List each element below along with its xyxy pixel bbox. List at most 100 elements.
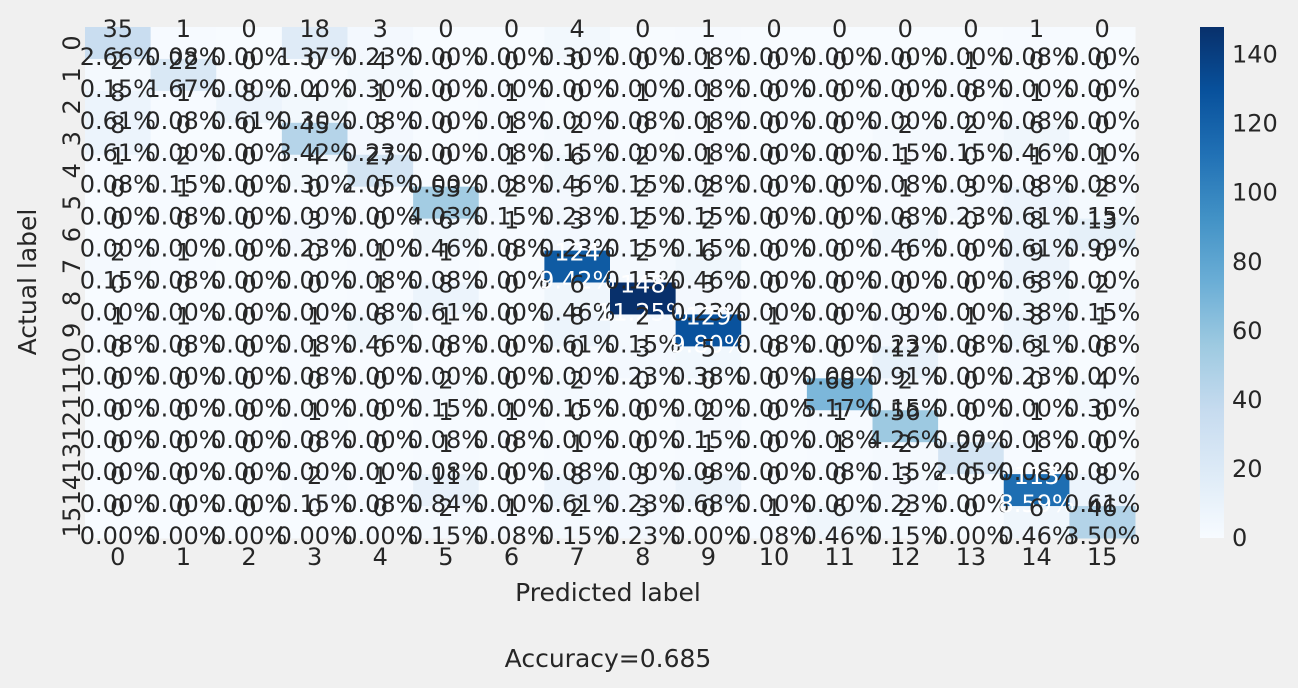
cell-count-label: 0 [1095,334,1110,362]
cell-percent-label: 0.00% [605,394,681,422]
heatmap-cell [347,410,414,443]
cell-percent-label: 0.46% [342,330,418,358]
cell-percent-label: 0.08% [145,330,221,358]
cell-count-label: 1 [701,47,716,75]
heatmap-cell [741,442,808,475]
cell-percent-label: 0.00% [1064,139,1140,167]
cell-percent-label: 0.00% [408,171,484,199]
cell-count-label: 3 [898,462,913,490]
cell-count-label: 1 [1029,15,1044,43]
cell-count-label: 0 [373,175,388,203]
heatmap-cell [216,442,283,475]
cell-percent-label: 0.00% [802,75,878,103]
cell-count-label: 0 [898,79,913,107]
x-tick-label: 14 [1021,543,1052,571]
heatmap-cell [216,250,283,283]
cell-count-label: 1 [373,239,388,267]
cell-percent-label: 0.15% [277,490,353,518]
cell-count-label: 0 [241,430,256,458]
cell-count-label: 0 [635,47,650,75]
heatmap-cell [478,346,545,379]
heatmap-cell [478,314,545,347]
cell-percent-label: 0.30% [277,107,353,135]
cell-percent-label: 0.30% [539,43,615,71]
heatmap-cell [1003,58,1070,92]
cell-percent-label: 0.00% [867,298,943,326]
heatmap-cell [741,378,808,411]
heatmap-cell [872,378,939,411]
heatmap-cell [216,410,283,443]
cell-percent-label: 9.80% [670,330,746,358]
cell-percent-label: 0.08% [408,267,484,295]
cell-count-label: 1 [1029,79,1044,107]
heatmap-cell [938,442,1005,475]
cell-count-label: 0 [832,239,847,267]
cell-percent-label: 0.08% [998,426,1074,454]
cell-percent-label: 0.00% [933,426,1009,454]
cell-percent-label: 0.15% [605,203,681,231]
cell-percent-label: 0.23% [867,490,943,518]
heatmap-cell [1069,90,1136,124]
cell-percent-label: 0.08% [473,235,549,263]
cell-count-label: 0 [570,398,585,426]
cell-percent-label: 0.91% [867,362,943,390]
heatmap-cell [478,218,545,252]
x-tick-label: 7 [570,543,585,571]
heatmap-cell [1003,442,1070,475]
cell-count-label: 0 [832,47,847,75]
cell-count-label: 8 [1095,462,1110,490]
cell-percent-label: 0.00% [867,75,943,103]
cell-count-label: 0 [963,494,978,522]
cell-percent-label: 0.08% [80,171,156,199]
cell-percent-label: 0.00% [736,490,812,518]
heatmap-cell [938,27,1005,60]
cell-count-label: 1 [701,15,716,43]
heatmap-cell [806,474,873,507]
cell-percent-label: 0.08% [473,139,549,167]
heatmap-cell [150,314,217,347]
heatmap-cell [413,442,480,475]
heatmap-cell [150,186,217,220]
heatmap-cell [544,346,611,379]
cell-percent-label: 0.00% [145,426,221,454]
cell-percent-label: 0.00% [473,43,549,71]
heatmap-cell [938,250,1005,283]
cell-percent-label: 0.15% [867,522,943,550]
heatmap-cell [281,442,348,475]
cell-count-label: 6 [898,207,913,235]
cell-count-label: 8 [241,79,256,107]
heatmap-cell [281,154,348,188]
heatmap-cell [1003,474,1070,507]
cell-count-label: 0 [832,15,847,43]
cell-count-label: 0 [307,47,322,75]
cell-percent-label: 0.08% [473,107,549,135]
heatmap-cell [478,442,545,475]
cell-count-label: 1 [701,143,716,171]
heatmap-cell [281,250,348,283]
cell-count-label: 0 [963,366,978,394]
heatmap-cell [1069,282,1136,315]
cell-percent-label: 0.00% [80,203,156,231]
y-tick-label: 8 [58,291,86,306]
cell-count-label: 0 [1095,47,1110,75]
cell-count-label: 4 [373,47,388,75]
cell-count-label: 0 [1095,398,1110,426]
heatmap-cell [544,27,611,60]
cell-percent-label: 0.00% [211,362,287,390]
heatmap-cell [806,250,873,283]
cell-percent-label: 3.42% [277,139,353,167]
cell-count-label: 1 [963,302,978,330]
heatmap-cell [413,218,480,252]
heatmap-cell [216,90,283,124]
heatmap-cell [216,27,283,60]
cell-count-label: 6 [1029,494,1044,522]
cell-count-label: 0 [438,47,453,75]
cell-count-label: 2 [635,302,650,330]
heatmap-cell [85,250,152,283]
cell-count-label: 5 [701,334,716,362]
cell-percent-label: 0.00% [933,298,1009,326]
heatmap-cell [675,27,742,60]
cell-percent-label: 4.26% [867,426,943,454]
heatmap-cell [610,58,677,92]
cell-percent-label: 0.08% [408,330,484,358]
